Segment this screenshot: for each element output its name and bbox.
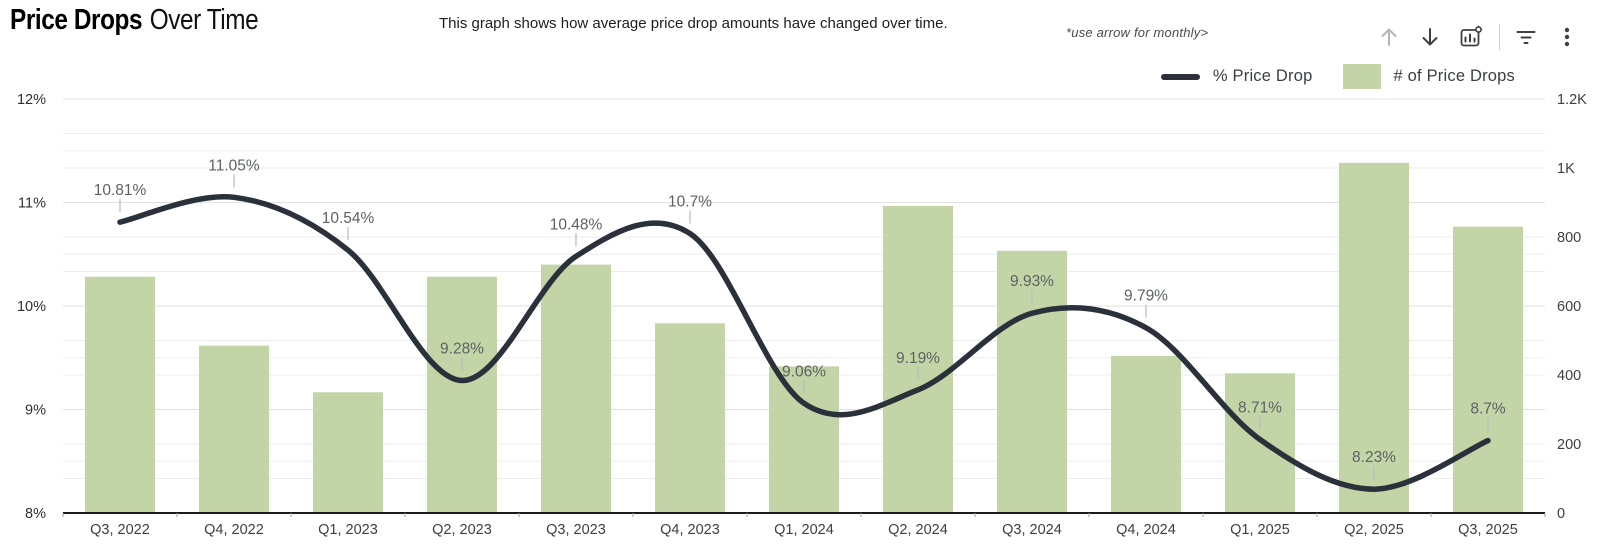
x-axis-label: Q4, 2024 <box>1116 522 1176 538</box>
data-label: 9.79% <box>1124 288 1168 305</box>
y-axis-label-left: 12% <box>17 92 46 108</box>
x-axis-label: Q2, 2025 <box>1344 522 1404 538</box>
y-axis-label-right: 1K <box>1557 161 1575 177</box>
data-label: 10.81% <box>94 182 147 199</box>
y-axis-label-left: 9% <box>25 403 46 419</box>
x-axis-label: Q3, 2025 <box>1458 522 1518 538</box>
bar-num-price-drops[interactable] <box>1111 356 1181 513</box>
data-label: 10.54% <box>322 210 375 227</box>
y-axis-label-left: 11% <box>18 196 46 212</box>
data-label: 9.19% <box>896 350 940 367</box>
bar-num-price-drops[interactable] <box>199 345 269 513</box>
x-axis-label: Q2, 2023 <box>432 522 492 538</box>
y-axis-label-left: 10% <box>17 299 46 315</box>
data-label: 9.28% <box>440 341 484 358</box>
filter-icon[interactable] <box>1511 22 1541 52</box>
y-axis-label-right: 600 <box>1557 299 1581 315</box>
x-axis-label: Q4, 2022 <box>204 522 264 538</box>
line-swatch <box>1160 73 1200 80</box>
y-axis-label-right: 400 <box>1557 368 1581 384</box>
x-axis-label: Q1, 2025 <box>1230 522 1290 538</box>
price-drop-trend-line[interactable] <box>117 194 1491 492</box>
bar-num-price-drops[interactable] <box>313 392 383 513</box>
x-axis-label: Q2, 2024 <box>888 522 948 538</box>
more-options-kebab-icon[interactable] <box>1552 22 1582 52</box>
x-axis-label: Q1, 2023 <box>318 522 378 538</box>
monthly-hint-note: *use arrow for monthly> <box>1066 25 1209 40</box>
bar-swatch <box>1342 64 1381 89</box>
y-axis-label-right: 200 <box>1557 437 1581 453</box>
x-axis-label: Q3, 2022 <box>90 522 150 538</box>
x-axis-label: Q4, 2023 <box>660 522 720 538</box>
bar-num-price-drops[interactable] <box>1225 373 1295 513</box>
x-axis-label: Q1, 2024 <box>774 522 834 538</box>
bar-num-price-drops[interactable] <box>655 323 725 513</box>
data-label: 9.93% <box>1010 273 1054 290</box>
y-axis-label-right: 800 <box>1557 230 1581 246</box>
data-label: 8.7% <box>1470 401 1506 418</box>
data-label: 8.71% <box>1238 400 1282 417</box>
legend-label: % Price Drop <box>1212 67 1313 85</box>
x-axis-label: Q3, 2023 <box>546 522 606 538</box>
bar-num-price-drops[interactable] <box>883 205 953 513</box>
bar-num-price-drops[interactable] <box>541 264 611 513</box>
toolbar-divider <box>1499 24 1500 50</box>
arrow-up-icon[interactable] <box>1374 22 1404 52</box>
y-axis-label-right: 1.2K <box>1557 92 1587 108</box>
y-axis-label-right: 0 <box>1557 506 1565 522</box>
page-title: Price Drops Over Time <box>10 4 259 37</box>
chart-legend: % Price Drop # of Price Drops <box>1160 64 1516 89</box>
data-label: 10.48% <box>550 216 603 233</box>
data-label: 10.7% <box>668 194 712 211</box>
y-axis-label-left: 8% <box>25 506 46 522</box>
chart-subtitle: This graph shows how average price drop … <box>439 15 948 32</box>
bar-num-price-drops[interactable] <box>1453 226 1523 513</box>
title-secondary: Over Time <box>149 4 259 36</box>
chart-settings-icon[interactable] <box>1456 22 1486 52</box>
bar-num-price-drops[interactable] <box>427 276 497 513</box>
bar-num-price-drops[interactable] <box>85 276 155 513</box>
arrow-down-icon[interactable] <box>1415 22 1445 52</box>
legend-item-price-drop-line[interactable]: % Price Drop <box>1160 67 1313 86</box>
data-label: 8.23% <box>1352 449 1396 466</box>
data-label: 11.05% <box>208 157 260 174</box>
data-label: 9.06% <box>782 363 826 380</box>
legend-label: # of Price Drops <box>1393 67 1515 85</box>
legend-item-num-price-drops[interactable]: # of Price Drops <box>1342 64 1516 89</box>
chart-toolbar <box>1374 22 1582 52</box>
title-primary: Price Drops <box>10 4 143 36</box>
bar-num-price-drops[interactable] <box>1339 162 1409 513</box>
x-axis-label: Q3, 2024 <box>1002 522 1062 538</box>
